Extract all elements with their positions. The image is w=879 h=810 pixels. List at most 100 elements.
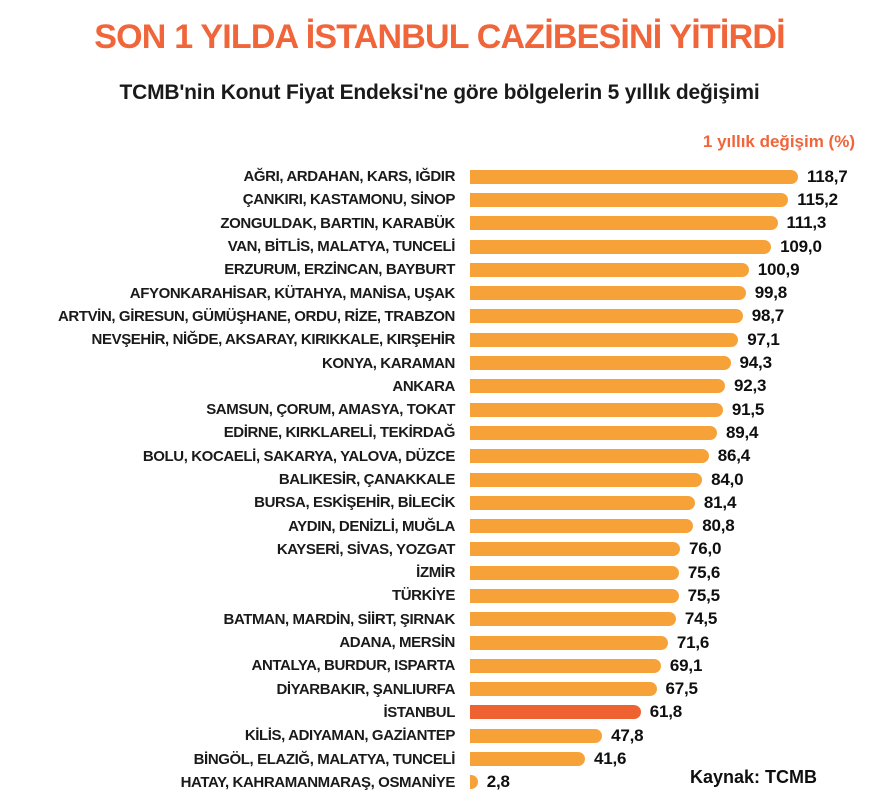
chart-row: BİNGÖL, ELAZIĞ, MALATYA, TUNCELİ 41,6 [0,747,879,770]
value-bar [470,402,723,417]
category-label: ÇANKIRI, KASTAMONU, SİNOP [242,191,456,209]
value-bar [470,728,603,743]
value-bar [470,262,749,277]
chart-row: HATAY, KAHRAMANMARAŞ, OSMANİYE 2,8 [0,771,879,794]
value-bar [470,356,731,371]
value-bar [470,588,679,603]
chart-row: ERZURUM, ERZİNCAN, BAYBURT 100,9 [0,258,879,281]
category-label: TÜRKİYE [391,587,455,605]
value-label: 75,5 [687,585,720,605]
value-label: 91,5 [731,399,765,419]
category-label: KİLİS, ADIYAMAN, GAZİANTEP [244,727,456,745]
category-label: İSTANBUL [383,703,455,721]
chart-row: NEVŞEHİR, NİĞDE, AKSARAY, KIRIKKALE, KIR… [0,328,879,351]
value-bar [470,495,695,510]
value-label: 115,2 [797,189,838,209]
value-label: 118,7 [806,166,848,186]
value-bar [470,425,717,440]
chart-row: AĞRI, ARDAHAN, KARS, IĞDIR 118,7 [0,165,879,188]
value-bar [470,472,703,487]
category-label: ADANA, MERSİN [339,634,455,652]
chart-row: KİLİS, ADIYAMAN, GAZİANTEP 47,8 [0,724,879,747]
chart-row: ADANA, MERSİN 71,6 [0,631,879,654]
chart-row: ANTALYA, BURDUR, ISPARTA 69,1 [0,654,879,677]
category-label: ANKARA [392,377,455,395]
value-label: 47,8 [611,725,644,745]
source-note: Kaynak: TCMB [689,767,817,787]
value-label: 76,0 [688,539,722,559]
chart-row: BATMAN, MARDİN, SİİRT, ŞIRNAK 74,5 [0,608,879,631]
category-label: ERZURUM, ERZİNCAN, BAYBURT [224,261,455,279]
value-label: 100,9 [757,259,800,279]
chart-row: İZMİR 75,6 [0,561,879,584]
value-label: 109,0 [780,236,822,256]
category-label: KAYSERİ, SİVAS, YOZGAT [276,540,456,558]
value-label: 98,7 [751,306,784,326]
chart-row: BURSA, ESKİŞEHİR, BİLECİK 81,4 [0,491,879,514]
category-label: HATAY, KAHRAMANMARAŞ, OSMANİYE [180,773,456,791]
value-bar [470,542,680,557]
value-bar [470,216,778,231]
value-label: 94,3 [739,353,772,373]
value-bar [470,239,772,254]
value-label: 80,8 [702,516,735,536]
value-bar [470,775,478,790]
series-legend-label: 1 yıllık değişim (%) [702,132,855,151]
value-bar [470,519,694,534]
category-label: ANTALYA, BURDUR, ISPARTA [251,657,456,675]
value-bar [470,286,746,301]
value-label: 2,8 [486,772,510,792]
category-label: BALIKESİR, ÇANAKKALE [278,471,456,488]
value-label: 89,4 [726,422,759,442]
category-label: NEVŞEHİR, NİĞDE, AKSARAY, KIRIKKALE, KIR… [91,331,456,349]
category-label: AYDIN, DENİZLİ, MUĞLA [288,517,455,535]
value-label: 97,1 [747,329,780,349]
value-bar [470,332,739,347]
value-bar [470,169,798,184]
category-label: VAN, BİTLİS, MALATYA, TUNCELİ [227,238,456,256]
category-label: BOLU, KOCAELİ, SAKARYA, YALOVA, DÜZCE [142,447,456,465]
chart-row: EDİRNE, KIRKLARELİ, TEKİRDAĞ 89,4 [0,421,879,444]
value-bar [470,682,657,697]
value-label: 69,1 [669,655,703,675]
value-label: 41,6 [593,749,627,769]
category-label: BİNGÖL, ELAZIĞ, MALATYA, TUNCELİ [193,750,456,768]
chart-row: ARTVİN, GİRESUN, GÜMÜŞHANE, ORDU, RİZE, … [0,305,879,328]
value-bar [470,379,726,394]
chart-row: DİYARBAKIR, ŞANLIURFA 67,5 [0,678,879,701]
chart-row: VAN, BİTLİS, MALATYA, TUNCELİ 109,0 [0,235,879,258]
chart-row: AYDIN, DENİZLİ, MUĞLA 80,8 [0,514,879,537]
value-label: 99,8 [754,283,788,303]
category-label: BATMAN, MARDİN, SİİRT, ŞIRNAK [223,610,456,628]
value-bar [470,612,676,627]
chart-row: KONYA, KARAMAN 94,3 [0,351,879,374]
value-bar [470,752,585,767]
value-label: 81,4 [703,492,737,512]
chart-row: ÇANKIRI, KASTAMONU, SİNOP 115,2 [0,188,879,211]
chart-row: TÜRKİYE 75,5 [0,584,879,607]
value-bar-highlighted [470,705,641,720]
category-label: EDİRNE, KIRKLARELİ, TEKİRDAĞ [223,424,456,442]
chart-row: ANKARA 92,3 [0,375,879,398]
category-label: ZONGULDAK, BARTIN, KARABÜK [220,214,455,232]
bar-chart: AĞRI, ARDAHAN, KARS, IĞDIR 118,7 ÇANKIRI, … [0,165,879,794]
value-label: 84,0 [711,469,744,489]
chart-row: AFYONKARAHİSAR, KÜTAHYA, MANİSA, UŞAK 99,… [0,281,879,304]
value-label: 111,3 [786,213,827,233]
value-label: 92,3 [734,376,767,396]
chart-subtitle: TCMB'nin Konut Fiyat Endeksi'ne göre böl… [119,81,760,104]
value-label: 86,4 [717,446,751,466]
value-label: 75,6 [687,562,721,582]
chart-row: SAMSUN, ÇORUM, AMASYA, TOKAT 91,5 [0,398,879,421]
category-label: ARTVİN, GİRESUN, GÜMÜŞHANE, ORDU, RİZE, … [57,307,455,325]
chart-row: BALIKESİR, ÇANAKKALE 84,0 [0,468,879,491]
value-bar [470,192,789,207]
chart-row: İSTANBUL 61,8 [0,701,879,724]
value-label: 67,5 [665,679,698,699]
value-label: 71,6 [676,632,710,652]
category-label: KONYA, KARAMAN [321,354,455,372]
category-label: BURSA, ESKİŞEHİR, BİLECİK [254,494,455,512]
category-label: AFYONKARAHİSAR, KÜTAHYA, MANİSA, UŞAK [129,284,456,302]
value-bar [470,565,679,580]
